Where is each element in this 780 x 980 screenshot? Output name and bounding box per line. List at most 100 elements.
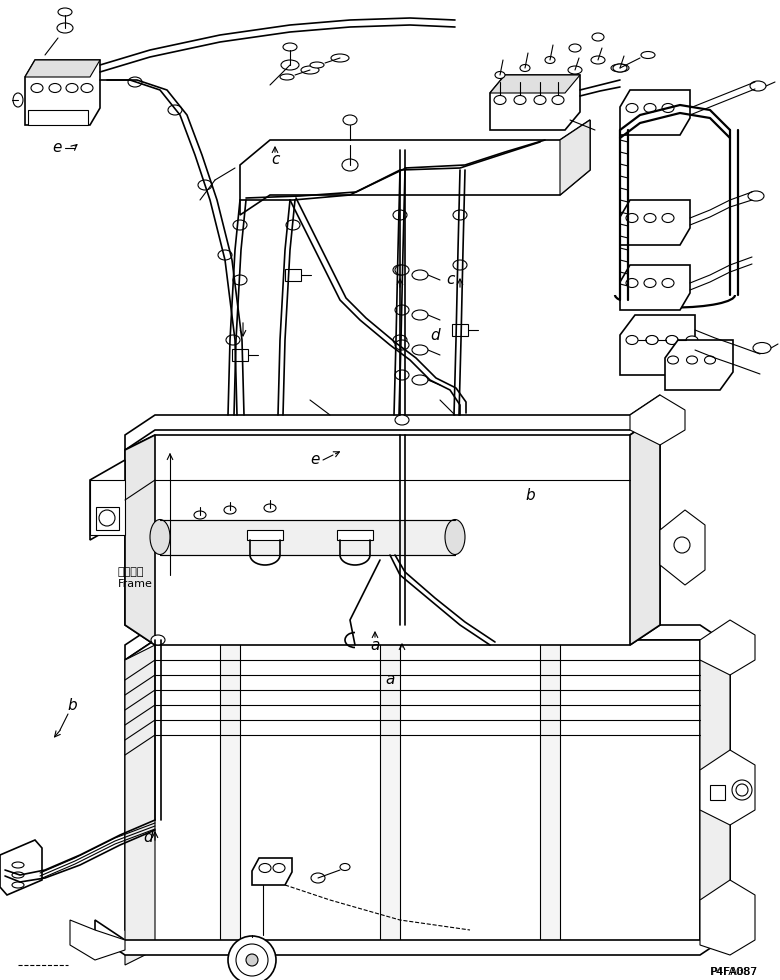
Ellipse shape [343, 115, 357, 125]
Text: a: a [370, 638, 380, 653]
Ellipse shape [644, 104, 656, 113]
Text: フレーム: フレーム [118, 567, 144, 577]
Ellipse shape [412, 310, 428, 320]
Polygon shape [620, 90, 690, 135]
Polygon shape [125, 640, 730, 950]
Ellipse shape [592, 33, 604, 41]
Ellipse shape [412, 375, 428, 385]
Ellipse shape [194, 511, 206, 519]
Ellipse shape [646, 336, 658, 344]
Ellipse shape [662, 104, 674, 113]
Ellipse shape [395, 415, 409, 425]
Ellipse shape [395, 370, 409, 380]
Ellipse shape [264, 504, 276, 512]
Ellipse shape [342, 159, 358, 171]
Text: a: a [385, 672, 395, 688]
Ellipse shape [545, 57, 555, 64]
Polygon shape [490, 75, 580, 93]
Bar [28, 110, 88, 125]
Polygon shape [700, 880, 755, 955]
Ellipse shape [310, 62, 324, 68]
Polygon shape [125, 415, 660, 645]
Text: d: d [431, 327, 440, 342]
Ellipse shape [12, 882, 24, 888]
Circle shape [236, 944, 268, 976]
Ellipse shape [568, 66, 582, 74]
Ellipse shape [748, 191, 764, 201]
Polygon shape [700, 640, 730, 950]
Polygon shape [252, 858, 292, 885]
Text: d: d [144, 830, 153, 846]
Polygon shape [337, 530, 373, 540]
Ellipse shape [666, 336, 678, 344]
Ellipse shape [57, 23, 73, 33]
Ellipse shape [31, 83, 43, 92]
Polygon shape [240, 120, 590, 215]
Ellipse shape [552, 95, 564, 105]
Ellipse shape [151, 635, 165, 645]
Bar [232, 349, 248, 361]
Ellipse shape [393, 265, 407, 275]
Ellipse shape [626, 214, 638, 222]
Text: e: e [310, 453, 320, 467]
Ellipse shape [81, 83, 93, 92]
Ellipse shape [453, 325, 467, 335]
Text: P4FA087: P4FA087 [711, 967, 758, 977]
Ellipse shape [613, 64, 627, 72]
Polygon shape [25, 60, 100, 125]
Ellipse shape [569, 44, 581, 52]
Ellipse shape [626, 104, 638, 113]
Ellipse shape [49, 83, 61, 92]
Polygon shape [620, 265, 690, 310]
Bar [285, 269, 301, 281]
Ellipse shape [393, 210, 407, 220]
Polygon shape [620, 200, 690, 245]
Polygon shape [70, 920, 125, 960]
Ellipse shape [644, 278, 656, 287]
Polygon shape [540, 640, 560, 950]
Ellipse shape [514, 95, 526, 105]
Ellipse shape [686, 336, 698, 344]
Polygon shape [95, 920, 730, 955]
Ellipse shape [646, 335, 658, 345]
Ellipse shape [520, 65, 530, 72]
Ellipse shape [445, 519, 465, 555]
Ellipse shape [641, 52, 655, 59]
Polygon shape [25, 60, 100, 77]
Circle shape [674, 537, 690, 553]
Polygon shape [700, 620, 755, 675]
Polygon shape [665, 340, 733, 390]
Ellipse shape [662, 214, 674, 222]
Polygon shape [0, 840, 42, 895]
Ellipse shape [668, 356, 679, 364]
Ellipse shape [198, 180, 212, 190]
Ellipse shape [273, 863, 285, 872]
Polygon shape [125, 625, 730, 660]
Ellipse shape [412, 345, 428, 355]
Circle shape [99, 510, 115, 526]
Ellipse shape [494, 95, 506, 105]
Ellipse shape [58, 8, 72, 16]
Ellipse shape [128, 77, 142, 87]
Circle shape [246, 954, 258, 966]
Bar [96, 507, 119, 530]
Bar [710, 785, 725, 800]
Ellipse shape [453, 210, 467, 220]
Ellipse shape [611, 64, 629, 72]
Ellipse shape [259, 863, 271, 872]
Text: Frame: Frame [118, 579, 153, 589]
Ellipse shape [150, 519, 170, 555]
Ellipse shape [395, 340, 409, 350]
Polygon shape [380, 640, 400, 950]
Text: c: c [446, 272, 454, 287]
Ellipse shape [591, 56, 605, 64]
Ellipse shape [226, 335, 240, 345]
Text: c: c [271, 153, 279, 168]
Ellipse shape [495, 72, 505, 78]
Ellipse shape [644, 214, 656, 222]
Bar [90, 480, 125, 535]
Ellipse shape [331, 54, 349, 62]
Text: b: b [67, 698, 76, 712]
Polygon shape [620, 315, 695, 375]
Ellipse shape [280, 74, 294, 80]
